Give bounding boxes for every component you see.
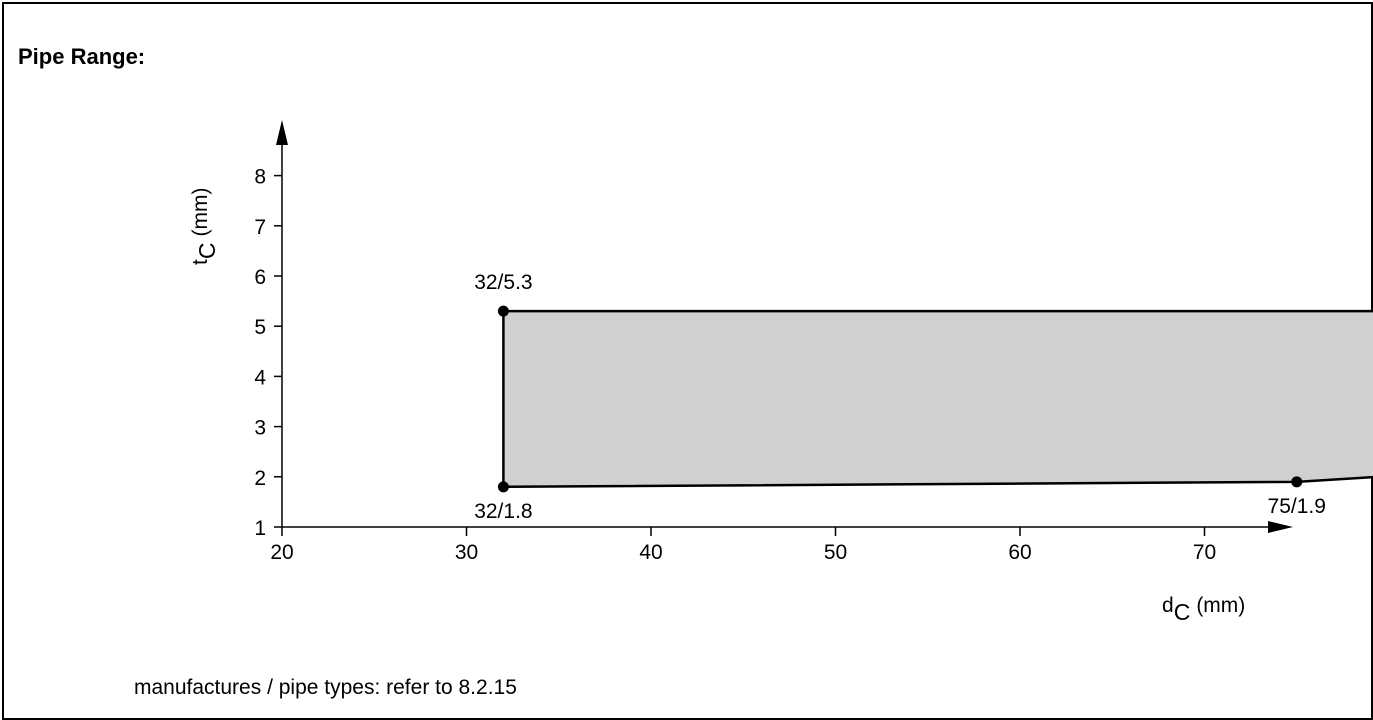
y-axis-title: tC(mm) bbox=[189, 188, 220, 265]
y-tick-label: 6 bbox=[254, 266, 266, 289]
figure-heading: Pipe Range: bbox=[18, 44, 146, 69]
x-axis-title: dC (mm) bbox=[1162, 594, 1245, 625]
y-axis-arrow bbox=[276, 120, 288, 145]
x-tick-label: 70 bbox=[1193, 541, 1216, 564]
x-tick-label: 50 bbox=[824, 541, 847, 564]
data-point-label: 32/5.3 bbox=[474, 271, 532, 294]
pipe-range-area bbox=[502, 309, 1373, 489]
y-tick-label: 4 bbox=[254, 366, 266, 389]
y-tick-label: 2 bbox=[254, 467, 266, 490]
y-tick-label: 3 bbox=[254, 417, 266, 440]
x-tick-label: 20 bbox=[270, 541, 293, 564]
x-axis-arrow bbox=[1268, 521, 1293, 533]
y-tick-label: 8 bbox=[254, 166, 266, 189]
data-point bbox=[497, 305, 509, 317]
y-tick-label: 5 bbox=[254, 316, 266, 339]
x-tick-label: 30 bbox=[455, 541, 478, 564]
data-point bbox=[497, 481, 509, 493]
y-tick-label: 1 bbox=[254, 517, 266, 540]
data-point bbox=[1291, 476, 1303, 488]
x-tick-label: 40 bbox=[639, 541, 662, 564]
x-tick-label: 60 bbox=[1008, 541, 1031, 564]
footnote: manufactures / pipe types: refer to 8.2.… bbox=[134, 676, 517, 699]
data-point-label: 32/1.8 bbox=[474, 500, 532, 523]
data-point-label: 75/1.9 bbox=[1268, 495, 1326, 518]
y-tick-label: 7 bbox=[254, 216, 266, 239]
